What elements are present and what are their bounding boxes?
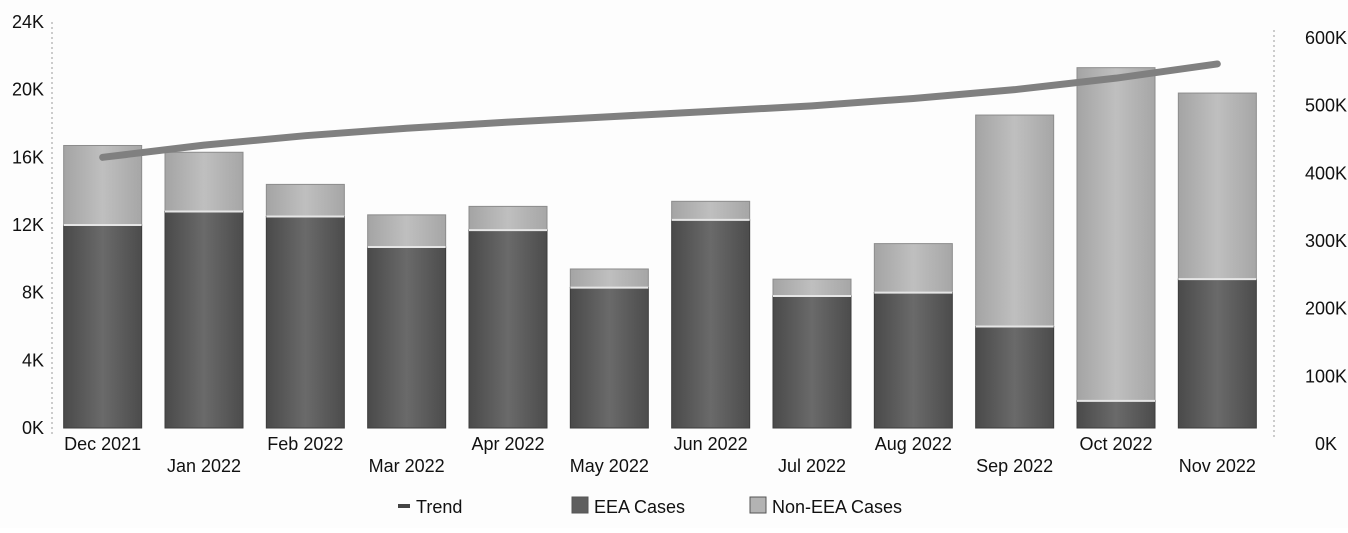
trend-group <box>99 60 1221 161</box>
right-tick-label: 300K <box>1305 231 1347 251</box>
bar-eea <box>164 210 244 429</box>
category-label: May 2022 <box>570 456 649 476</box>
legend-group: Trend EEA Cases Non-EEA Cases <box>398 496 902 517</box>
left-tick-label: 8K <box>22 283 44 303</box>
right-tick-label: 500K <box>1305 96 1347 116</box>
bar-non-eea <box>367 214 447 248</box>
left-tick-label: 0K <box>22 418 44 438</box>
right-tick-label: 600K <box>1305 28 1347 48</box>
bar-eea <box>569 287 649 429</box>
legend-swatch <box>749 496 767 514</box>
category-label: Feb 2022 <box>267 434 343 454</box>
bar-eea <box>772 295 852 429</box>
category-label: Oct 2022 <box>1079 434 1152 454</box>
bar-non-eea <box>569 268 649 289</box>
right-tick-label: 0K <box>1315 434 1337 454</box>
category-label: Jan 2022 <box>167 456 241 476</box>
category-label: Mar 2022 <box>369 456 445 476</box>
left-tick-label: 24K <box>12 12 44 32</box>
bar-non-eea <box>1076 67 1156 402</box>
bar-non-eea <box>468 205 548 231</box>
bar-eea <box>367 246 447 429</box>
bar-non-eea <box>772 278 852 297</box>
bar-non-eea <box>164 151 244 212</box>
left-tick-label: 12K <box>12 215 44 235</box>
category-label: Apr 2022 <box>471 434 544 454</box>
bar-eea <box>671 219 751 429</box>
legend-label: EEA Cases <box>594 497 685 517</box>
right-tick-label: 100K <box>1305 366 1347 386</box>
bar-non-eea <box>1177 92 1257 280</box>
bar-eea <box>975 326 1055 429</box>
left-tick-label: 4K <box>22 350 44 370</box>
legend-label: Non-EEA Cases <box>772 497 902 517</box>
category-label: Jun 2022 <box>674 434 748 454</box>
category-label: Jul 2022 <box>778 456 846 476</box>
trend-line <box>99 60 1221 161</box>
category-label: Aug 2022 <box>875 434 952 454</box>
bar-eea <box>468 229 548 429</box>
bar-non-eea <box>873 243 953 294</box>
bar-eea <box>265 216 345 429</box>
bar-non-eea <box>975 114 1055 327</box>
category-label: Sep 2022 <box>976 456 1053 476</box>
bars-group <box>63 67 1257 429</box>
bar-non-eea <box>671 200 751 221</box>
category-label: Dec 2021 <box>64 434 141 454</box>
left-tick-label: 16K <box>12 147 44 167</box>
bar-non-eea <box>265 183 345 218</box>
category-label: Nov 2022 <box>1179 456 1256 476</box>
legend-label: Trend <box>416 497 462 517</box>
bar-eea <box>1177 278 1257 429</box>
right-tick-label: 400K <box>1305 163 1347 183</box>
axes-group: 0K 4K 8K 12K 16K 20K 24K 0K 100K 200K 300K 400K 500K… <box>12 12 1347 454</box>
bar-eea <box>873 292 953 429</box>
bar-eea <box>1076 400 1156 429</box>
left-tick-label: 20K <box>12 80 44 100</box>
right-tick-label: 200K <box>1305 299 1347 319</box>
legend-swatch <box>571 496 589 514</box>
labels-group: Dec 2021 Jan 2022 Feb 2022 Mar 2022 Apr 2022… <box>64 434 1256 476</box>
bar-eea <box>63 224 143 429</box>
